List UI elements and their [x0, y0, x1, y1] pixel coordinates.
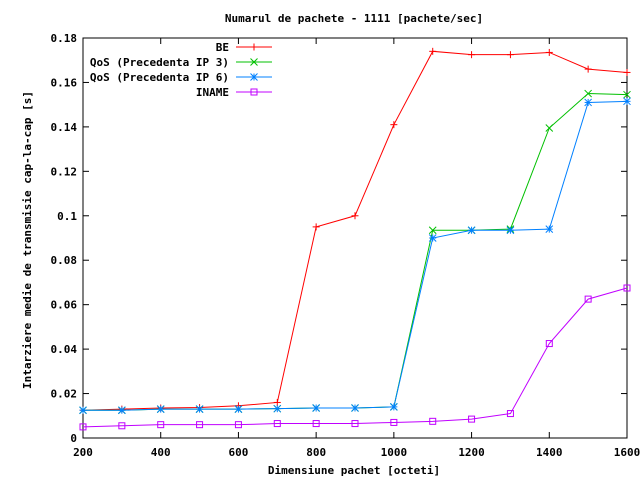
x-tick-label: 600 — [228, 446, 248, 459]
data-point — [545, 340, 553, 348]
data-point — [584, 89, 592, 98]
data-point — [584, 295, 592, 303]
data-point — [79, 406, 87, 415]
data-point — [390, 403, 398, 411]
data-point — [584, 98, 592, 107]
y-axis-label: Intarziere medie de transmisie cap-la-ca… — [21, 91, 34, 389]
data-point — [390, 121, 398, 129]
y-tick-label: 0.14 — [51, 121, 78, 134]
axis-ticks: 200 400 600 800 1000 1200 1400 1600 0 0.02 0.04 0.0… — [51, 32, 640, 459]
data-point — [506, 410, 514, 418]
data-point — [312, 420, 320, 428]
data-point — [118, 422, 126, 430]
data-point — [506, 226, 515, 235]
legend-item: INAME — [196, 86, 272, 99]
x-tick-label: 1200 — [458, 446, 485, 459]
data-point — [79, 423, 87, 431]
data-point — [468, 415, 476, 423]
legend-item: BE — [216, 41, 272, 54]
data-point — [545, 124, 554, 132]
x-tick-label: 200 — [73, 446, 93, 459]
x-tick-label: 1600 — [614, 446, 640, 459]
data-point — [273, 420, 281, 428]
data-point — [273, 404, 282, 413]
data-point — [428, 234, 437, 242]
data-point — [312, 404, 320, 412]
data-point — [351, 404, 359, 412]
data-point — [195, 405, 204, 413]
x-tick-label: 400 — [151, 446, 171, 459]
legend-item: QoS (Precedenta IP 6) — [90, 71, 272, 84]
data-point — [429, 417, 437, 425]
x-tick-label: 800 — [306, 446, 326, 459]
y-tick-label: 0.06 — [51, 299, 78, 312]
data-point — [312, 223, 320, 231]
data-point — [506, 51, 514, 59]
y-tick-label: 0.08 — [51, 254, 78, 267]
data-point — [273, 398, 281, 406]
data-point — [623, 68, 631, 76]
data-point — [157, 421, 165, 429]
data-point — [118, 406, 126, 415]
y-tick-label: 0.16 — [51, 76, 78, 89]
data-point — [468, 51, 476, 59]
series-line — [82, 287, 628, 428]
legend-marker — [250, 73, 258, 81]
y-tick-label: 0.04 — [51, 343, 78, 356]
legend-marker — [250, 58, 258, 66]
series-layer — [79, 47, 631, 431]
data-point — [623, 284, 631, 292]
data-point — [623, 97, 631, 106]
data-point — [234, 405, 243, 413]
y-tick-label: 0.02 — [51, 388, 78, 401]
data-point — [390, 418, 398, 426]
y-tick-label: 0.1 — [57, 210, 77, 223]
x-tick-label: 1000 — [381, 446, 408, 459]
legend: BE QoS (Precedenta IP 3) QoS (Precedenta I… — [90, 41, 272, 99]
data-point — [156, 405, 165, 413]
data-point — [234, 421, 242, 429]
y-tick-label: 0.18 — [51, 32, 78, 45]
data-point — [545, 225, 554, 233]
legend-item: QoS (Precedenta IP 3) — [90, 56, 272, 69]
legend-label: INAME — [196, 86, 229, 99]
legend-label: QoS (Precedenta IP 3) — [90, 56, 229, 69]
data-point — [428, 226, 437, 235]
plot-frame — [82, 37, 628, 439]
data-point — [429, 47, 437, 55]
series-3 — [79, 97, 631, 415]
legend-label: BE — [216, 41, 229, 54]
data-point — [545, 48, 553, 56]
legend-label: QoS (Precedenta IP 6) — [90, 71, 229, 84]
data-point — [623, 90, 631, 99]
y-tick-label: 0.12 — [51, 165, 78, 178]
legend-marker — [250, 88, 258, 96]
y-tick-label: 0 — [70, 432, 77, 445]
chart-title: Numarul de pachete - 1111 [pachete/sec] — [225, 12, 483, 25]
series-4 — [79, 284, 631, 431]
data-point — [467, 226, 476, 235]
data-point — [351, 212, 359, 220]
legend-marker — [250, 43, 258, 51]
data-point — [584, 65, 592, 73]
data-point — [196, 421, 204, 429]
x-axis-label: Dimensiune pachet [octeti] — [268, 464, 440, 477]
x-tick-label: 1400 — [536, 446, 563, 459]
data-point — [351, 420, 359, 428]
